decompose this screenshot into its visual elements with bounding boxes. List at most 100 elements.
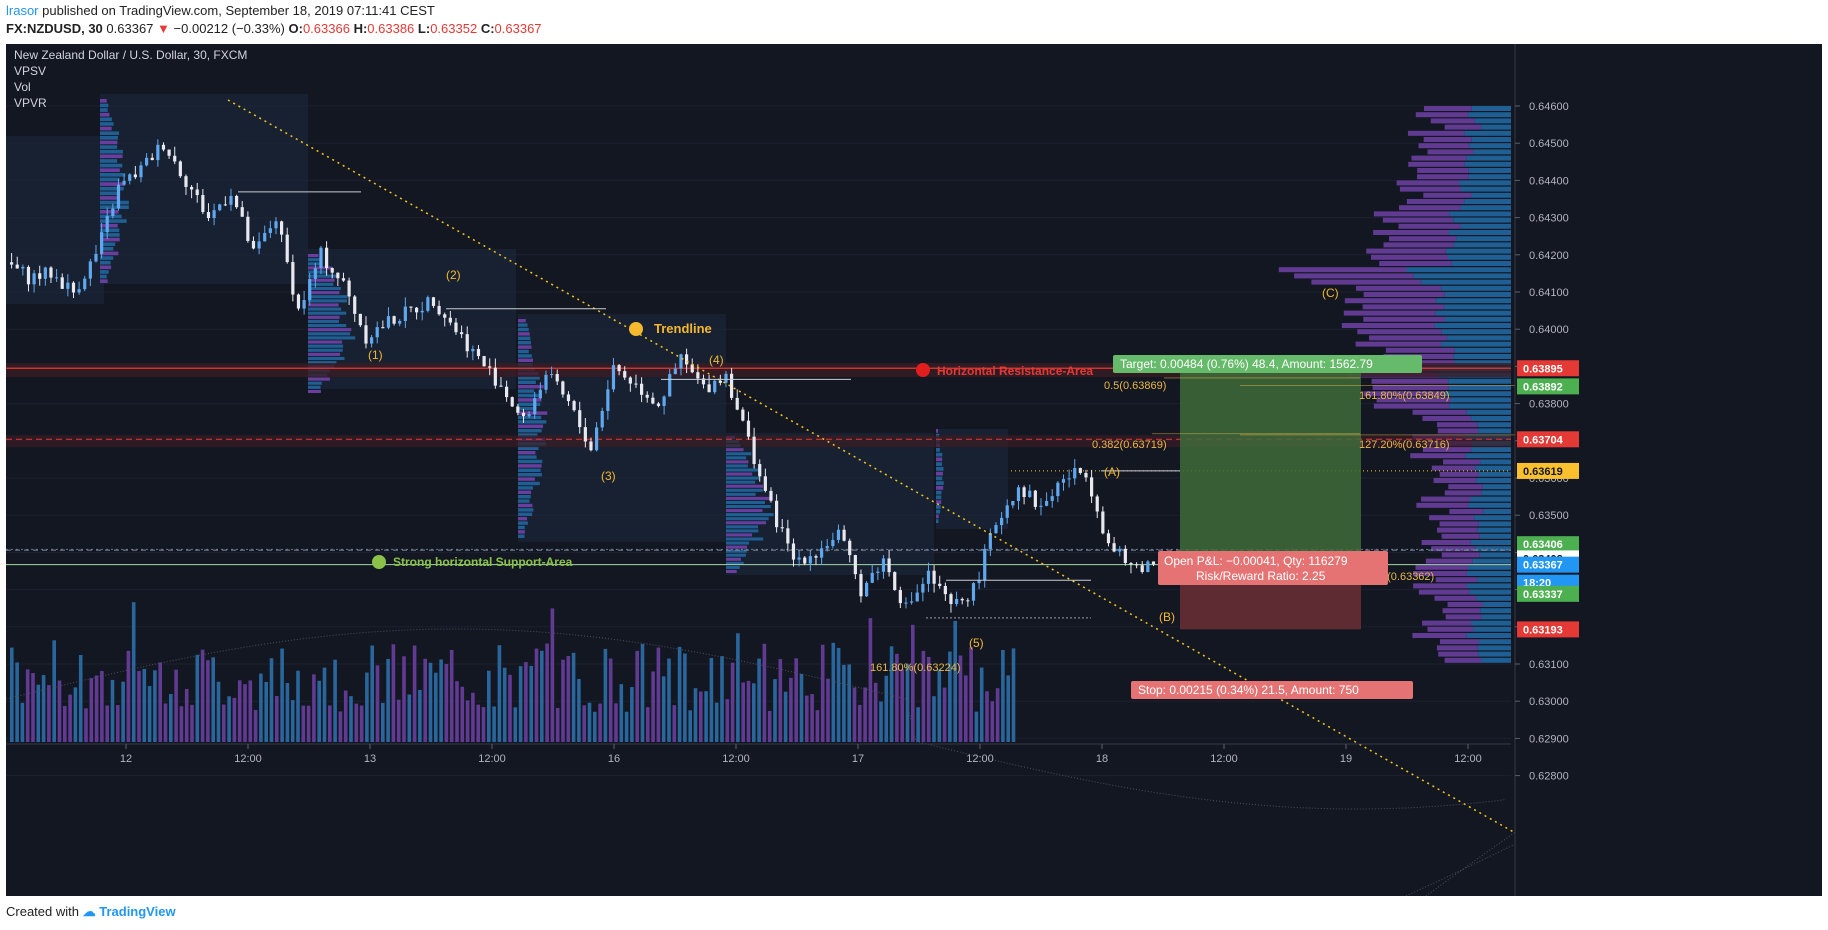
price-tag [1517, 378, 1579, 395]
legend-vpvr[interactable]: VPVR [14, 96, 47, 110]
trendline-marker[interactable] [629, 322, 643, 336]
vpvr-bar-sell [1445, 614, 1482, 620]
volume-bar [1006, 675, 1010, 742]
tradingview-logo-icon[interactable]: ☁ [82, 904, 96, 919]
candle-body [814, 556, 818, 558]
profile-bar [726, 464, 748, 468]
profile-bar [518, 459, 543, 464]
profile-bar [308, 299, 347, 303]
candle-body [161, 144, 166, 150]
candle-body [730, 373, 734, 398]
profile-bar [100, 256, 114, 260]
fib-label-05: 0.5(0.63869) [1104, 380, 1166, 392]
candle-body [656, 403, 661, 406]
profile-bar [100, 270, 109, 274]
candle-body [673, 368, 677, 375]
candle-body [988, 533, 992, 549]
price-tick-label: 0.64000 [1529, 324, 1569, 336]
time-tick-label: 12:00 [1210, 753, 1238, 765]
profile-bar [518, 455, 537, 459]
low-value: 0.63352 [430, 21, 478, 36]
legend-vpsv[interactable]: VPSV [14, 64, 46, 78]
vpvr-bar-sell [1429, 515, 1475, 521]
open-pl-badge[interactable] [1158, 551, 1388, 585]
volume-bar [52, 640, 56, 742]
chart-area[interactable]: 0.64600 0.64500 0.64400 0.64300 0.64200 0.641… [6, 44, 1822, 896]
volume-bar [969, 647, 973, 742]
candle-body [251, 240, 256, 249]
candle-body [116, 184, 121, 209]
candle-body [690, 364, 694, 373]
vpvr-bar-sell [1311, 279, 1422, 285]
vpvr-bar-sell [1415, 564, 1469, 570]
candle-body [263, 232, 267, 242]
price-tag-label: 0.63367 [1523, 560, 1563, 572]
candle-body [212, 210, 216, 219]
volume-bar [868, 618, 873, 742]
profile-bar [100, 265, 112, 270]
candle-body [555, 374, 559, 382]
candle-body [735, 397, 739, 410]
profile-bar [308, 348, 343, 352]
candle-body [538, 389, 542, 399]
tradingview-brand[interactable]: TradingView [99, 904, 176, 919]
support-marker[interactable] [372, 555, 386, 569]
vpvr-bar-buy [1441, 329, 1511, 335]
volume-bar [200, 649, 205, 742]
time-tick-label: 12:00 [1454, 753, 1482, 765]
candle-body [105, 216, 109, 233]
vpvr-bar-sell [1422, 416, 1472, 421]
volume-bar [709, 657, 714, 742]
volume-bar [290, 700, 295, 742]
profile-bar [726, 525, 759, 529]
target-badge[interactable] [1113, 355, 1422, 373]
price-chart[interactable]: 0.64600 0.64500 0.64400 0.64300 0.64200 0.641… [6, 44, 1822, 896]
volume-bar [794, 658, 798, 742]
volume-bar [248, 680, 253, 742]
profile-bar [100, 205, 129, 209]
resistance-marker[interactable] [916, 363, 930, 377]
volume-bar [396, 699, 401, 742]
volume-bar [131, 602, 136, 742]
candle-body [178, 161, 182, 177]
vpvr-bar-sell [1431, 465, 1476, 471]
candle-body [229, 195, 233, 205]
volume-bar [889, 646, 894, 742]
volume-bar [391, 644, 396, 742]
vpvr-bar-buy [1413, 273, 1511, 279]
volume-bar [184, 688, 189, 742]
profile-bar [518, 424, 544, 428]
profile-bar [936, 500, 942, 504]
candle-body [1078, 468, 1082, 473]
stop-badge[interactable] [1131, 681, 1413, 699]
vpvr-bar-sell [1439, 521, 1479, 527]
candle-body [1135, 564, 1139, 566]
price-tick-label: 0.62900 [1529, 733, 1569, 745]
profile-bar [308, 278, 335, 282]
profile-box [100, 94, 308, 284]
legend-vol[interactable]: Vol [14, 80, 31, 94]
author-link[interactable]: lrasor [6, 3, 39, 18]
vpvr-bar-sell [1379, 261, 1452, 266]
volume-bar [1011, 648, 1016, 742]
volume-bar [359, 705, 364, 742]
vpvr-bar-sell [1423, 192, 1472, 198]
high-value: 0.63386 [367, 21, 415, 36]
candle-body [848, 540, 852, 556]
profile-bar [518, 534, 525, 538]
vpvr-bar-buy [1459, 180, 1511, 186]
candle-body [685, 354, 689, 365]
profile-bar [936, 429, 939, 433]
candle-body [1146, 561, 1150, 572]
profile-bar [308, 324, 347, 328]
profile-bar [308, 286, 341, 291]
volume-bar [661, 676, 666, 742]
volume-bar [487, 670, 491, 742]
profile-bar [100, 168, 120, 172]
vpvr-bar-sell [1294, 273, 1414, 279]
volume-bar [582, 705, 586, 742]
vpvr-bar-sell [1396, 180, 1460, 186]
fib-label-partial: 8(0.63362) [1381, 571, 1434, 583]
profile-bar [100, 242, 116, 246]
vpvr-bar-buy [1478, 428, 1511, 434]
